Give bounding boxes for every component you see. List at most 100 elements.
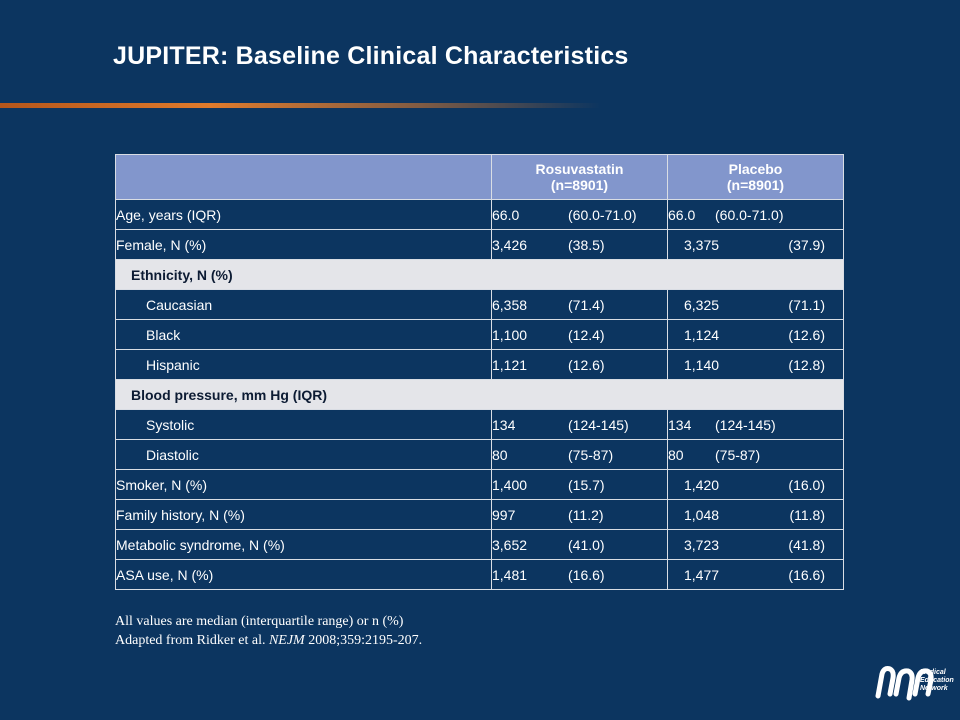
- rosuvastatin-value: 66.0: [492, 206, 520, 223]
- row-label: Smoker, N (%): [115, 469, 492, 500]
- table-row: Diastolic 80 (75-87) 80 (75-87): [115, 439, 844, 470]
- footnote: All values are median (interquartile ran…: [115, 612, 422, 650]
- rosuvastatin-range: (71.4): [568, 296, 605, 313]
- rosuvastatin-cell: 1,100 (12.4): [491, 319, 668, 350]
- rosuvastatin-cell: 80 (75-87): [491, 439, 668, 470]
- header-placebo-n: (n=8901): [726, 177, 785, 193]
- table-row: Caucasian 6,358 (71.4) 6,325 (71.1): [115, 289, 844, 320]
- mmn-logo-icon: [875, 666, 934, 701]
- row-label: Diastolic: [115, 439, 492, 470]
- rosuvastatin-value: 3,652: [492, 536, 528, 553]
- footnote-line-1: All values are median (interquartile ran…: [115, 614, 404, 629]
- header-placebo: Placebo (n=8901): [667, 154, 844, 200]
- table-row: Metabolic syndrome, N (%) 3,652 (41.0) 3,72…: [115, 529, 844, 560]
- placebo-range: (60.0-71.0): [715, 206, 784, 223]
- placebo-cell: 134 (124-145): [667, 409, 844, 440]
- header-rosuvastatin: Rosuvastatin (n=8901): [491, 154, 668, 200]
- placebo-cell: 1,124 (12.6): [667, 319, 844, 350]
- placebo-cell: 3,375 (37.9): [667, 229, 844, 260]
- rosuvastatin-value: 6,358: [492, 296, 528, 313]
- rosuvastatin-cell: 3,426 (38.5): [491, 229, 668, 260]
- rosuvastatin-cell: 1,121 (12.6): [491, 349, 668, 380]
- rosuvastatin-value: 1,400: [492, 476, 528, 493]
- logo-text: Medical Education Network: [920, 669, 954, 693]
- table-row: Age, years (IQR) 66.0 (60.0-71.0) 66.0 (60.0…: [115, 199, 844, 230]
- citation-suffix: 2008;359:2195-207.: [304, 633, 423, 648]
- placebo-range: (37.9): [788, 236, 825, 253]
- placebo-range: (11.8): [789, 506, 825, 523]
- placebo-cell: 1,048 (11.8): [667, 499, 844, 530]
- rosuvastatin-range: (12.4): [568, 326, 605, 343]
- placebo-cell: 3,723 (41.8): [667, 529, 844, 560]
- table-row: Family history, N (%) 997 (11.2) 1,048 (11.8…: [115, 499, 844, 530]
- rosuvastatin-value: 80: [492, 446, 508, 463]
- row-label: Age, years (IQR): [115, 199, 492, 230]
- table-header-row: Rosuvastatin (n=8901) Placebo (n=8901): [115, 154, 844, 200]
- table-section-row: Ethnicity, N (%): [115, 259, 844, 290]
- rosuvastatin-cell: 1,400 (15.7): [491, 469, 668, 500]
- rosuvastatin-cell: 66.0 (60.0-71.0): [491, 199, 668, 230]
- row-label: Systolic: [115, 409, 492, 440]
- placebo-cell: 1,477 (16.6): [667, 559, 844, 590]
- row-label: Hispanic: [115, 349, 492, 380]
- rosuvastatin-range: (124-145): [568, 416, 629, 433]
- row-label: Female, N (%): [115, 229, 492, 260]
- rosuvastatin-cell: 3,652 (41.0): [491, 529, 668, 560]
- rosuvastatin-range: (75-87): [568, 446, 614, 463]
- placebo-cell: 1,140 (12.8): [667, 349, 844, 380]
- placebo-cell: 1,420 (16.0): [667, 469, 844, 500]
- rosuvastatin-cell: 1,481 (16.6): [491, 559, 668, 590]
- rosuvastatin-range: (60.0-71.0): [568, 206, 637, 223]
- header-placebo-name: Placebo: [728, 161, 783, 177]
- table-section-row: Blood pressure, mm Hg (IQR): [115, 379, 844, 410]
- row-label: Metabolic syndrome, N (%): [115, 529, 492, 560]
- section-label: Ethnicity, N (%): [115, 259, 844, 290]
- header-blank-cell: [115, 154, 492, 200]
- placebo-range: (124-145): [715, 416, 776, 433]
- logo-text-education: Education: [920, 677, 954, 684]
- rosuvastatin-range: (38.5): [568, 236, 605, 253]
- table-row: Smoker, N (%) 1,400 (15.7) 1,420 (16.0): [115, 469, 844, 500]
- placebo-value: 134: [668, 416, 692, 433]
- placebo-value: 1,124: [684, 326, 720, 343]
- logo-text-network: Network: [920, 685, 948, 692]
- title-underline: [0, 103, 600, 108]
- logo-text-medical: Medical: [920, 669, 946, 676]
- section-label: Blood pressure, mm Hg (IQR): [115, 379, 844, 410]
- rosuvastatin-cell: 134 (124-145): [491, 409, 668, 440]
- header-rosuvastatin-name: Rosuvastatin: [535, 161, 624, 177]
- table-row: Hispanic 1,121 (12.6) 1,140 (12.8): [115, 349, 844, 380]
- footnote-line-2: Adapted from Ridker et al. NEJM 2008;359…: [115, 631, 422, 650]
- placebo-cell: 6,325 (71.1): [667, 289, 844, 320]
- placebo-range: (16.6): [788, 566, 825, 583]
- placebo-value: 1,048: [684, 506, 720, 523]
- placebo-value: 1,140: [684, 356, 720, 373]
- row-label: Black: [115, 319, 492, 350]
- placebo-value: 3,375: [684, 236, 720, 253]
- placebo-value: 6,325: [684, 296, 720, 313]
- baseline-characteristics-table: Rosuvastatin (n=8901) Placebo (n=8901) A…: [115, 154, 844, 590]
- placebo-range: (16.0): [788, 476, 825, 493]
- rosuvastatin-cell: 6,358 (71.4): [491, 289, 668, 320]
- placebo-range: (12.8): [788, 356, 825, 373]
- rosuvastatin-range: (16.6): [568, 566, 605, 583]
- placebo-cell: 66.0 (60.0-71.0): [667, 199, 844, 230]
- row-label: ASA use, N (%): [115, 559, 492, 590]
- row-label: Family history, N (%): [115, 499, 492, 530]
- placebo-range: (75-87): [715, 446, 761, 463]
- rosuvastatin-range: (11.2): [568, 506, 604, 523]
- rosuvastatin-cell: 997 (11.2): [491, 499, 668, 530]
- table-row: Black 1,100 (12.4) 1,124 (12.6): [115, 319, 844, 350]
- placebo-value: 1,477: [684, 566, 720, 583]
- rosuvastatin-value: 3,426: [492, 236, 528, 253]
- row-label: Caucasian: [115, 289, 492, 320]
- rosuvastatin-value: 1,121: [492, 356, 528, 373]
- placebo-value: 1,420: [684, 476, 720, 493]
- placebo-value: 80: [668, 446, 684, 463]
- rosuvastatin-value: 997: [492, 506, 516, 523]
- placebo-range: (71.1): [788, 296, 825, 313]
- placebo-range: (41.8): [788, 536, 825, 553]
- rosuvastatin-value: 1,481: [492, 566, 528, 583]
- rosuvastatin-value: 134: [492, 416, 516, 433]
- rosuvastatin-range: (41.0): [568, 536, 605, 553]
